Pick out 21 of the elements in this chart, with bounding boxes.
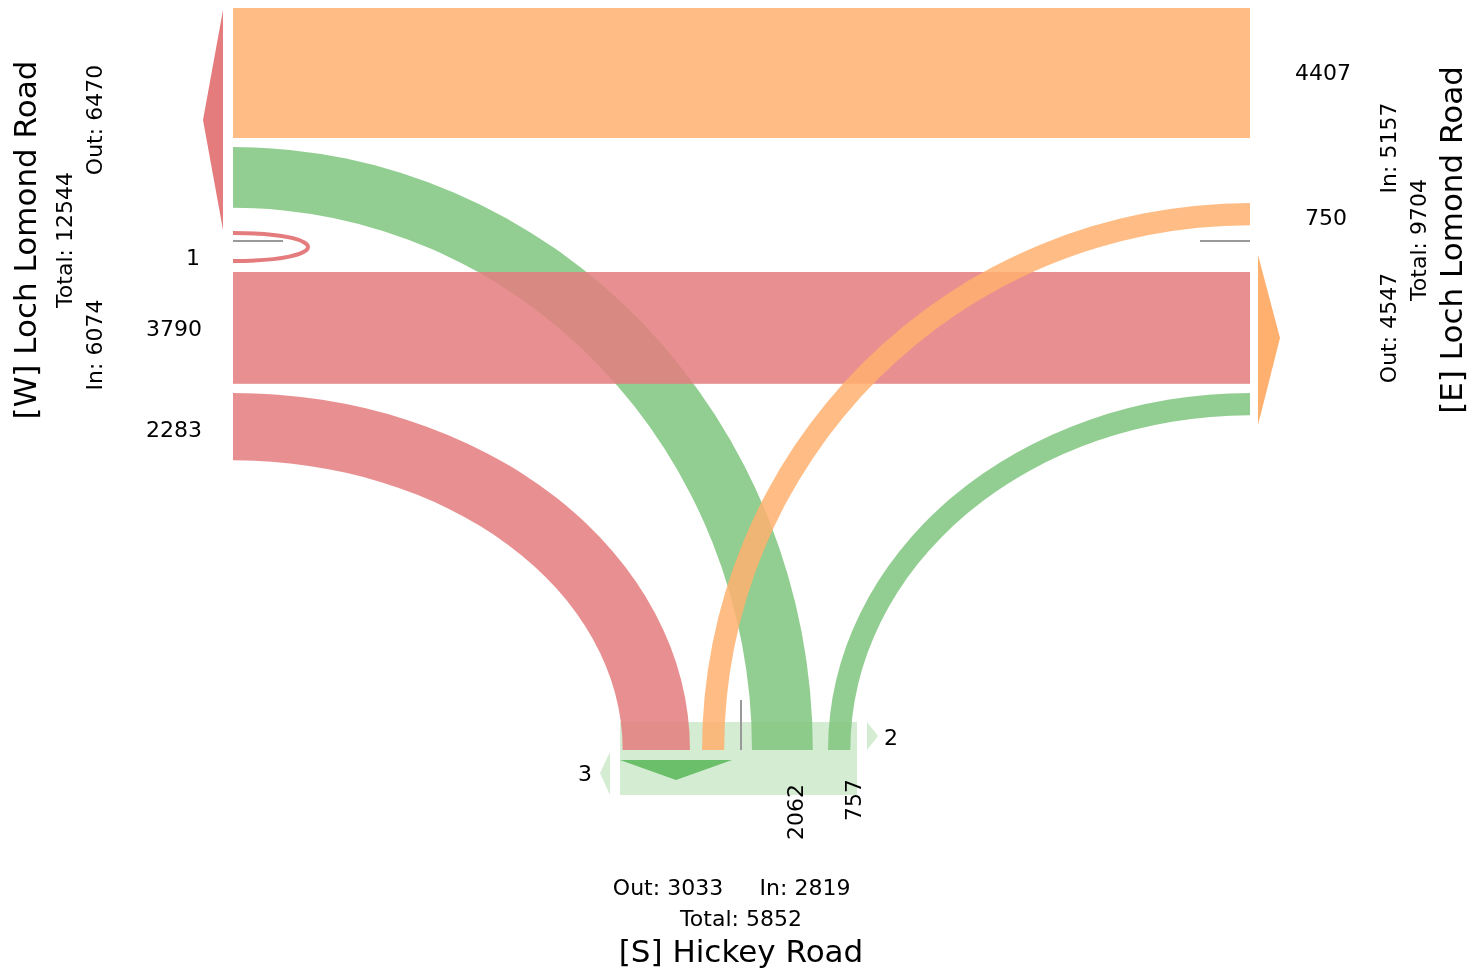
text: Total: 12544 xyxy=(52,172,77,309)
text: 3 xyxy=(578,761,592,786)
data-label: 4407 xyxy=(1295,60,1351,85)
data-label: 2283 xyxy=(146,417,202,442)
text: Out: 3033 xyxy=(612,875,724,900)
text: In: 5157 xyxy=(1376,102,1401,194)
data-label: 757 xyxy=(840,779,866,821)
text: 2 xyxy=(884,725,898,750)
data-label: 3790 xyxy=(146,316,202,341)
text: Total: 5852 xyxy=(679,906,802,931)
category-label: [E] Loch Lomond Road xyxy=(1433,66,1469,414)
data-label: 1 xyxy=(186,245,200,270)
data-label: 750 xyxy=(1305,205,1347,230)
text: Out: 6470 xyxy=(82,64,107,176)
data-label: 2062 xyxy=(782,784,808,840)
text: In: 6074 xyxy=(82,299,107,391)
text: Total: 9704 xyxy=(1406,179,1431,302)
text: In: 2819 xyxy=(759,875,851,900)
category-label: [S] Hickey Road xyxy=(618,933,864,969)
text: Out: 4547 xyxy=(1376,272,1401,384)
category-label: [W] Loch Lomond Road xyxy=(7,60,43,420)
